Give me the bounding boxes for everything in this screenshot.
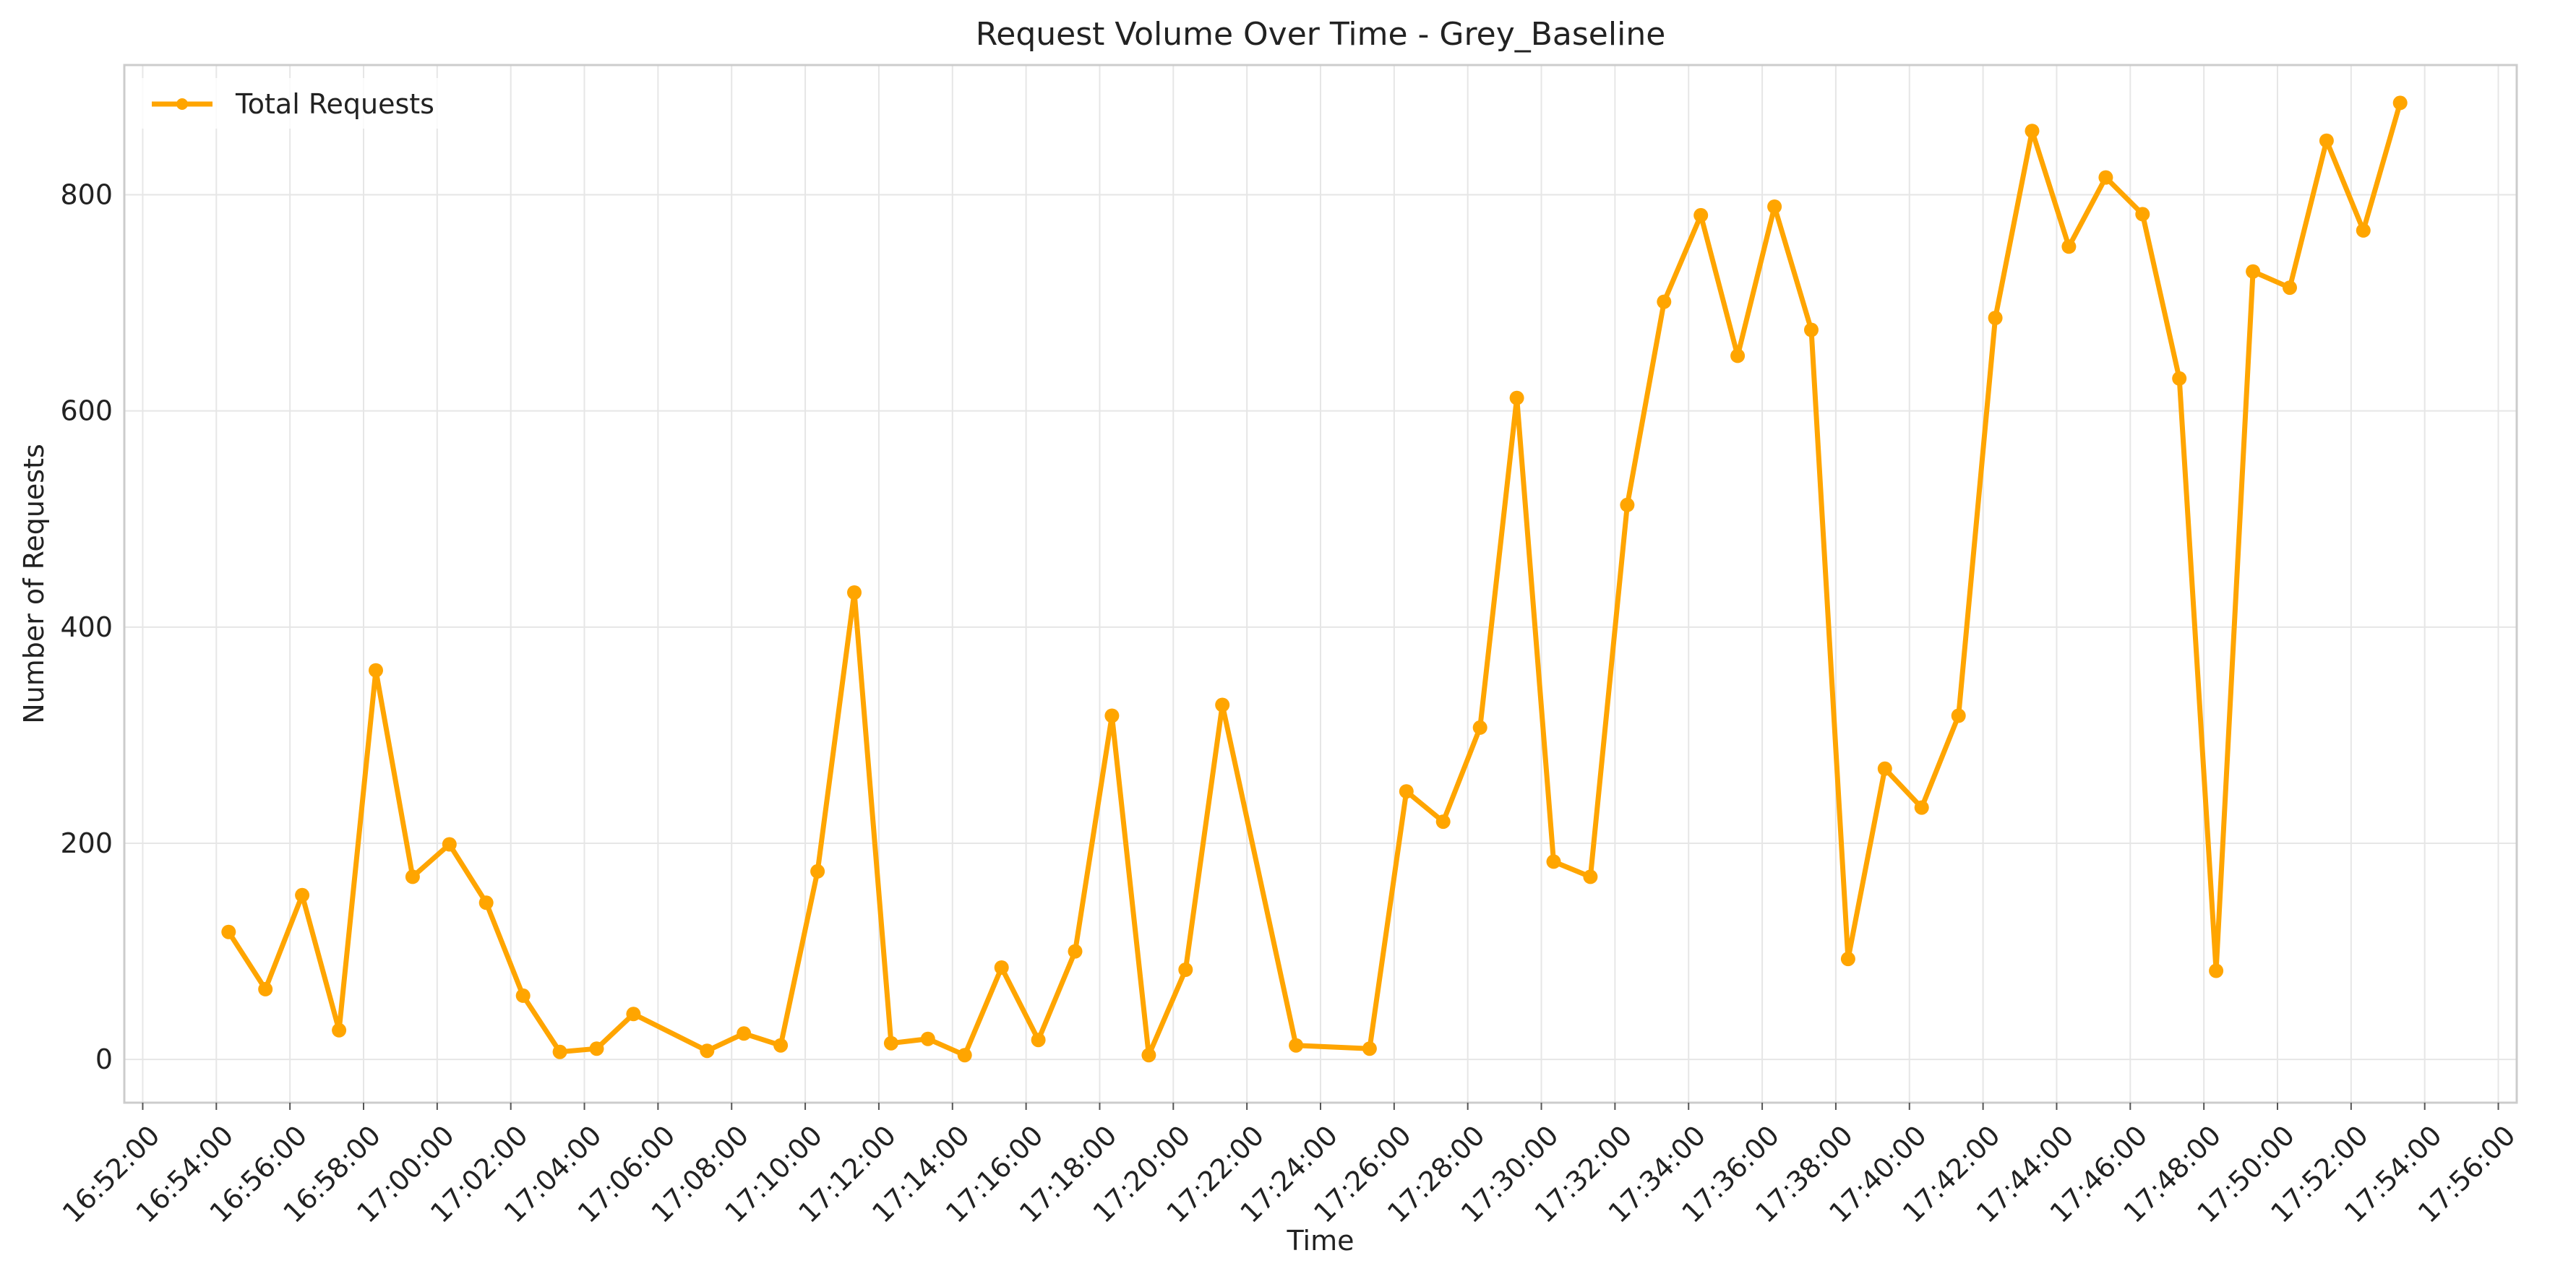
data-point <box>589 1041 604 1056</box>
data-point <box>2172 371 2187 386</box>
data-point <box>1693 207 1709 223</box>
data-point <box>1877 761 1892 776</box>
legend: Total Requests <box>137 78 448 129</box>
y-tick-label: 800 <box>60 179 113 211</box>
data-point <box>1804 322 1819 337</box>
data-point <box>2098 170 2113 185</box>
data-point <box>1730 348 1746 363</box>
data-point <box>1767 199 1782 214</box>
data-point <box>1289 1038 1304 1053</box>
data-point <box>847 585 862 600</box>
data-point <box>1068 944 1083 959</box>
y-tick-label: 0 <box>95 1043 113 1075</box>
data-point <box>442 837 457 852</box>
data-point <box>1362 1041 1377 1056</box>
data-point <box>1620 497 1635 512</box>
data-point <box>332 1022 347 1038</box>
y-axis-label: Number of Requests <box>18 444 50 724</box>
grid <box>124 65 2517 1103</box>
data-point <box>1435 814 1451 830</box>
data-point <box>810 864 825 879</box>
chart-title: Request Volume Over Time - Grey_Baseline <box>976 16 1666 53</box>
legend-marker <box>176 98 188 110</box>
y-tick-label: 600 <box>60 395 113 427</box>
data-point <box>994 960 1009 975</box>
data-point <box>2135 207 2150 222</box>
data-point <box>258 981 273 996</box>
data-point <box>1951 708 1966 723</box>
data-point <box>2209 963 2224 978</box>
legend-label: Total Requests <box>235 88 434 120</box>
x-axis-label: Time <box>1287 1225 1354 1257</box>
data-point <box>1988 311 2003 325</box>
data-point <box>369 663 383 678</box>
data-point <box>1031 1033 1046 1048</box>
data-point <box>920 1031 935 1046</box>
data-point <box>883 1035 898 1051</box>
data-point <box>2025 124 2040 139</box>
data-point <box>737 1026 752 1041</box>
data-point <box>1546 854 1561 869</box>
data-point <box>1104 708 1120 723</box>
data-point <box>552 1044 567 1059</box>
data-point <box>773 1038 789 1053</box>
y-tick-label: 400 <box>60 611 113 643</box>
data-point <box>478 895 494 910</box>
data-point <box>1399 784 1414 799</box>
data-point <box>1141 1048 1156 1063</box>
data-point <box>2283 280 2297 296</box>
data-point <box>2061 239 2077 254</box>
data-point <box>221 924 236 939</box>
data-point <box>2246 264 2261 279</box>
data-point <box>2319 133 2334 148</box>
data-point <box>295 887 310 903</box>
data-point <box>700 1043 715 1059</box>
data-point <box>515 988 531 1003</box>
data-point <box>1840 952 1855 967</box>
data-point <box>2392 95 2408 111</box>
data-point <box>1215 697 1230 712</box>
data-point <box>626 1007 641 1022</box>
data-point <box>1657 294 1672 309</box>
data-point <box>1178 963 1193 977</box>
series <box>221 95 2408 1063</box>
data-point <box>1583 869 1598 884</box>
data-point <box>1472 720 1487 735</box>
data-point <box>405 869 420 884</box>
data-point <box>1509 390 1524 405</box>
y-tick-label: 200 <box>60 827 113 859</box>
data-point <box>1914 800 1929 815</box>
data-point <box>2356 223 2371 238</box>
data-point <box>957 1048 972 1063</box>
